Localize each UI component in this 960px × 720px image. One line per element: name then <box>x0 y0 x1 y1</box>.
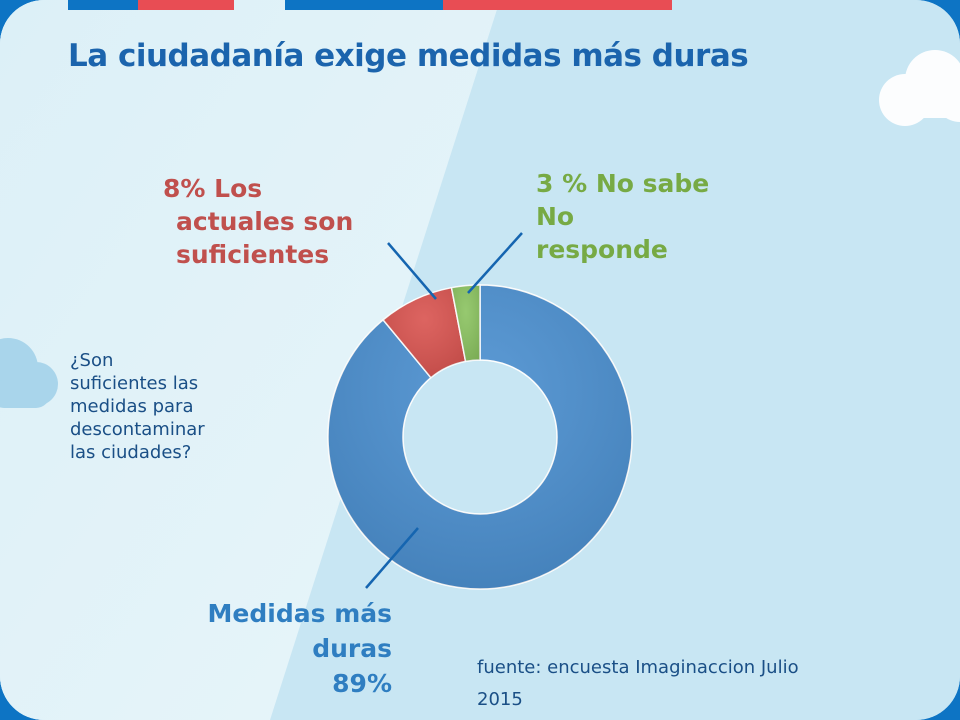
donut-slice-shading <box>383 287 466 378</box>
header-stripe-blue <box>285 0 443 10</box>
question-line: suficientes las <box>70 373 199 394</box>
question-line: medidas para <box>70 396 194 417</box>
label-no-sabe-line: No <box>536 202 575 231</box>
cloud-icon <box>0 338 58 408</box>
label-duras-line: Medidas más <box>207 599 392 628</box>
label-duras-line: duras <box>312 634 392 663</box>
label-suficientes-line: suficientes <box>176 240 330 269</box>
header-stripe-red <box>138 0 234 10</box>
survey-question: ¿Son suficientes las medidas para descon… <box>70 349 260 464</box>
cloud-icon <box>879 50 960 126</box>
page-title: La ciudadanía exige medidas más duras <box>68 38 749 74</box>
label-duras-line: 89% <box>332 669 392 698</box>
source-line: 2015 <box>477 689 523 710</box>
label-no-sabe: 3 % No sabe No responde <box>536 167 709 266</box>
leader-line-duras <box>365 527 419 589</box>
leader-line-no-sabe <box>467 232 523 294</box>
header-stripe-red <box>443 0 672 10</box>
label-suficientes: 8% Los actuales son suficientes <box>163 172 353 271</box>
question-line: ¿Son <box>70 350 114 371</box>
background-light-panel <box>0 0 500 720</box>
source-note: fuente: encuesta Imaginaccion Julio 2015 <box>477 652 897 716</box>
question-line: descontaminar <box>70 419 205 440</box>
label-suficientes-line: 8% Los <box>163 174 263 203</box>
source-line: fuente: encuesta Imaginaccion Julio <box>477 657 799 678</box>
label-duras: Medidas más duras 89% <box>150 596 392 701</box>
donut-slice-shading <box>328 285 632 589</box>
donut-slice-shading <box>451 285 480 362</box>
label-suficientes-line: actuales son <box>176 207 354 236</box>
question-line: las ciudades? <box>70 442 192 463</box>
label-no-sabe-line: responde <box>536 235 668 264</box>
label-no-sabe-line: 3 % No sabe <box>536 169 710 198</box>
header-stripe-blue <box>68 0 138 10</box>
leader-line-suficientes <box>387 242 437 300</box>
